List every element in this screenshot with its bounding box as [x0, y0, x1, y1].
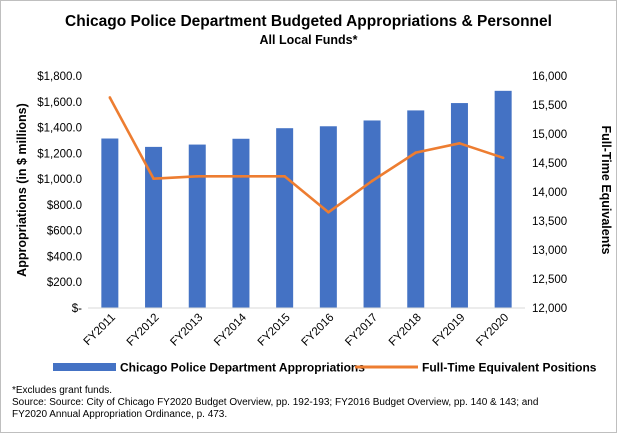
right-axis-ticks: 12,000 12,500 13,000 13,500 14,000 14,500 15,0…: [532, 71, 567, 315]
fte-line: [108, 96, 505, 214]
bar-fy2019: [450, 103, 468, 308]
legend-bar-swatch: [53, 363, 116, 371]
fte-point-fy2016: [327, 211, 330, 214]
bar-fy2018: [407, 110, 425, 308]
x-tick-label: FY2020: [474, 312, 511, 349]
right-tick-label: 14,500: [532, 158, 567, 170]
fte-point-fy2015: [283, 175, 286, 178]
left-tick-label: $200.0: [47, 277, 82, 289]
left-tick-label: $1,800.0: [37, 71, 82, 83]
fte-line-path: [108, 96, 504, 214]
right-tick-label: 12,000: [532, 303, 567, 315]
fte-point-fy2011: [108, 96, 112, 99]
fte-point-fy2013: [195, 175, 199, 178]
right-tick-label: 15,500: [532, 100, 567, 112]
left-tick-label: $1,000.0: [37, 174, 82, 186]
fte-point-fy2018: [414, 151, 418, 154]
x-tick-label: FY2019: [431, 312, 468, 349]
footnote-source: Source: Source: City of Chicago FY2020 B…: [12, 397, 539, 408]
x-tick-label: FY2017: [343, 312, 380, 349]
left-tick-label: $800.0: [47, 200, 82, 212]
footnote-exclusion: *Excludes grant funds.: [12, 385, 113, 396]
x-tick-label: FY2013: [168, 312, 205, 349]
x-tick-label: FY2014: [212, 311, 249, 348]
left-axis-title: Appropriations (in $ millions): [15, 103, 29, 277]
legend-bar-label: Chicago Police Department Appropriations: [120, 361, 365, 375]
bar-fy2020: [494, 90, 512, 308]
right-tick-label: 15,000: [532, 129, 567, 141]
x-tick-label: FY2015: [256, 312, 293, 349]
x-axis-ticks: FY2011 FY2012 FY2013 FY2014 FY2015 FY2016 FY20…: [82, 311, 512, 348]
right-tick-label: 14,000: [532, 187, 567, 199]
left-tick-label: $1,200.0: [37, 148, 82, 160]
right-tick-label: 12,500: [532, 274, 567, 286]
bar-fy2016: [319, 126, 337, 309]
appropriations-bars: [101, 90, 512, 309]
left-axis-ticks: $- $200.0 $400.0 $600.0 $800.0 $1,000.0 $1,200…: [37, 71, 82, 315]
fte-point-fy2020: [501, 156, 505, 160]
left-tick-label: $-: [72, 303, 82, 315]
x-tick-label: FY2011: [82, 312, 118, 348]
left-tick-label: $1,400.0: [37, 123, 82, 135]
left-tick-label: $600.0: [47, 226, 82, 238]
bar-fy2013: [188, 144, 206, 308]
bar-fy2017: [363, 120, 381, 308]
legend-line-label: Full-Time Equivalent Positions: [422, 361, 597, 375]
left-tick-label: $400.0: [47, 251, 82, 263]
fte-point-fy2014: [239, 175, 243, 178]
fte-point-fy2012: [152, 177, 155, 180]
bar-fy2011: [101, 138, 119, 308]
chart-title: Chicago Police Department Budgeted Appro…: [65, 13, 552, 30]
right-tick-label: 13,000: [532, 245, 567, 257]
fte-point-fy2017: [370, 179, 374, 183]
bar-fy2012: [145, 146, 163, 308]
x-tick-label: FY2012: [125, 312, 162, 349]
bar-fy2015: [276, 128, 294, 308]
left-tick-label: $1,600.0: [37, 97, 82, 109]
chart-subtitle: All Local Funds*: [259, 33, 358, 47]
fte-point-fy2019: [458, 141, 461, 145]
right-tick-label: 13,500: [532, 216, 567, 228]
right-axis-title: Full-Time Equivalents: [599, 126, 613, 255]
footnotes: *Excludes grant funds. Source: Source: C…: [12, 385, 607, 421]
x-tick-label: FY2018: [387, 312, 424, 349]
footnote-source-continued: FY2020 Annual Appropriation Ordinance, p…: [12, 409, 228, 420]
right-tick-label: 16,000: [532, 71, 567, 83]
bar-fy2014: [232, 138, 250, 308]
legend: Chicago Police Department Appropriations…: [53, 361, 597, 375]
x-tick-label: FY2016: [300, 312, 337, 349]
